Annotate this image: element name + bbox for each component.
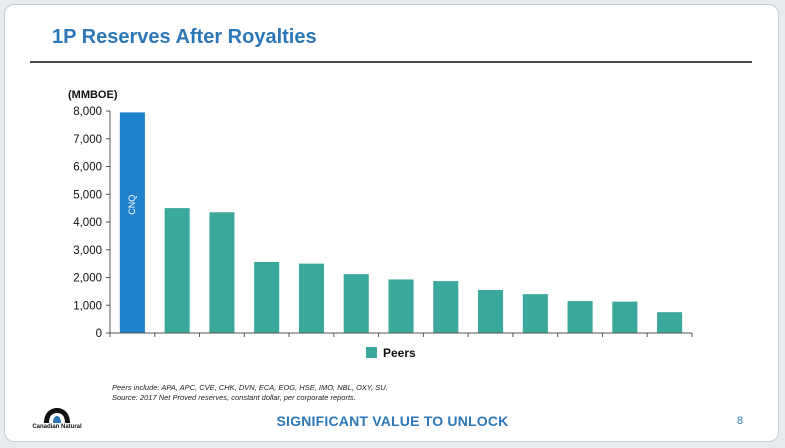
bars: CNQ	[119, 112, 683, 333]
bar-cnq	[119, 112, 145, 333]
x-axis	[109, 332, 693, 337]
bar-peer	[433, 281, 459, 333]
legend-label: Peers	[383, 346, 416, 360]
bar-peer	[522, 294, 548, 333]
bar-peer	[567, 301, 593, 333]
y-tick-label: 5,000	[73, 189, 102, 201]
logo-mark-icon	[44, 408, 70, 423]
y-axis: 0 1,000 2,000 3,000 4,000 5,000 6,000 7,000 8,00…	[73, 106, 111, 340]
footnote: Peers include: APA, APC, CVE, CHK, DVN, …	[112, 383, 388, 403]
title-divider	[30, 61, 752, 63]
legend-swatch	[366, 347, 377, 358]
company-logo: Canadian Natural	[22, 404, 92, 434]
y-tick-label: 7,000	[73, 134, 102, 146]
footer-tagline: SIGNIFICANT VALUE TO UNLOCK	[276, 413, 509, 429]
bar-peer	[612, 301, 638, 333]
y-tick-label: 4,000	[73, 217, 102, 229]
y-axis-label: (MMBOE)	[68, 89, 118, 101]
page-number: 8	[737, 415, 744, 427]
bar-label-cnq: CNQ	[127, 195, 137, 215]
y-tick-label: 2,000	[73, 273, 102, 285]
bar-peer	[298, 263, 324, 333]
bar-peer	[164, 208, 190, 333]
bar-peer	[657, 312, 683, 333]
y-tick-label: 6,000	[73, 162, 102, 174]
footnote-peers: Peers include: APA, APC, CVE, CHK, DVN, …	[112, 383, 388, 392]
legend: Peers	[366, 346, 416, 360]
y-tick-label: 3,000	[73, 245, 102, 257]
logo-text: Canadian Natural	[32, 424, 82, 430]
bar-peer	[254, 261, 280, 333]
slide-title: 1P Reserves After Royalties	[52, 26, 317, 48]
y-tick-label: 8,000	[73, 106, 102, 118]
bar-peer	[388, 279, 414, 333]
bar-peer	[343, 274, 369, 333]
bar-peer	[478, 289, 504, 333]
y-tick-label: 1,000	[73, 300, 102, 312]
y-tick-label: 0	[96, 328, 102, 340]
footnote-source: Source: 2017 Net Proved reserves, consta…	[112, 393, 356, 402]
bar-peer	[209, 212, 235, 333]
